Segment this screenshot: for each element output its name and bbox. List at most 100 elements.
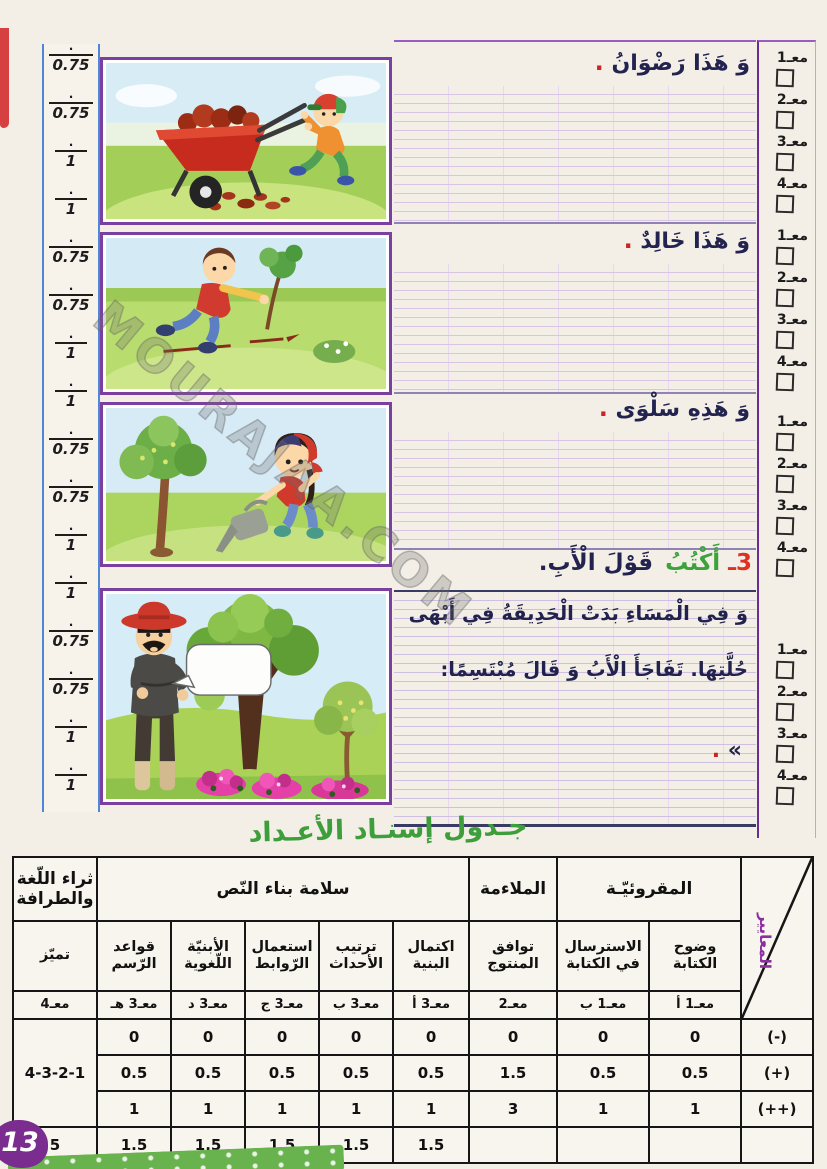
score-fraction: · 1 [44,715,98,764]
score-fraction: · 0.75 [44,667,98,716]
illustration-father-speaking-in-garden [100,588,392,805]
criterion-item: معـ4 [759,176,815,218]
criterion-label: معـ4 [776,354,808,370]
score-cell: 1 [95,1090,173,1128]
row-label: (++) [740,1090,815,1128]
score-cell: 0.5 [95,1054,173,1092]
row-label: (-) [740,1018,815,1056]
section2-heading: وَ هَذَا خَالِدٌ . [623,226,750,254]
criteria-group-4: معـ1 معـ2 معـ3 معـ4 [759,642,815,810]
paragraph-box: وَ فِي الْمَسَاءِ بَدَتْ الْحَدِيقَةُ فِ… [394,590,756,827]
score-cell: 1 [556,1090,651,1128]
criterion-label: معـ2 [776,92,808,108]
exercise3-number: 3ـ [728,550,752,576]
red-period: . [598,394,608,422]
score-cell: 0.5 [318,1054,395,1092]
score-cell: 1 [244,1090,321,1128]
criterion-label: معـ1 [776,228,808,244]
score-cell: 0 [170,1018,247,1056]
group-header-structure: سلامة بناء النّص [95,856,471,922]
criterion-label: معـ2 [776,684,808,700]
score-column: · 0.75 · 0.75 · 1 · 1 · 0.75 · 0.75 · 1 · 1 · 0.7… [42,43,100,812]
score-cell [556,1126,651,1164]
score-cell: 0 [648,1018,743,1056]
criterion-label: معـ3 [776,134,808,150]
criterion-checkbox [775,786,795,806]
score-fraction: · 0.75 [44,427,98,476]
score-fraction: · 1 [44,379,98,428]
illustration-boy-planting-sapling [100,232,392,395]
red-period: . [594,48,604,76]
criterion-checkbox [775,68,795,88]
score-cell: 0 [244,1018,321,1056]
score-fraction: · 1 [44,187,98,236]
section1-heading: وَ هَذَا رَضْوَانُ . [594,48,750,76]
criterion-checkbox [775,330,795,350]
table-row-plus: (+) 0.5 0.5 1.5 0.5 0.5 0.5 0.5 0.5 [13,1054,815,1092]
exercise3-heading: 3ـ أَكْتُبُ قَوْلَ الْأَبِ. [539,550,752,576]
criterion-checkbox [775,372,795,392]
score-fraction: · 1 [44,331,98,380]
score-cell: 3 [468,1090,559,1128]
criterion-label: معـ3 [776,312,808,328]
exercise3-object: قَوْلَ الْأَبِ. [538,550,654,576]
red-period: . [711,738,721,763]
col-header: الأبنيّة اللّغوية [170,920,247,992]
criterion-item: معـ3 [759,312,815,354]
score-cell [468,1126,559,1164]
group-header-readability: المقروئيّـة [556,856,743,922]
col-header: استعمال الرّوابط [244,920,321,992]
col-code: معـ3 هـ [95,990,173,1020]
row-label [740,1126,815,1164]
col-header: تميّز [12,920,98,992]
score-fraction: · 0.75 [44,43,98,92]
criterion-checkbox [775,474,795,494]
score-fraction: · 1 [44,571,98,620]
col-header: توافق المنتوج [468,920,559,992]
col-code: معـ4 [12,990,98,1020]
red-cover-edge [0,28,9,128]
criterion-label: معـ2 [776,456,808,472]
score-fraction: · 0.75 [44,91,98,140]
criterion-item: معـ3 [759,134,815,176]
criterion-item: معـ2 [759,684,815,726]
score-fraction: · 0.75 [44,283,98,332]
criteria-group-2: معـ1 معـ2 معـ3 معـ4 [759,228,815,396]
criterion-checkbox [775,110,795,130]
section3-writing-lines [394,432,756,550]
criterion-item: معـ4 [759,768,815,810]
score-cell: 0.5 [170,1054,247,1092]
criterion-item: معـ4 [759,354,815,396]
criterion-checkbox [775,558,795,578]
score-cell: 1 [318,1090,395,1128]
criteria-group-1: معـ1 معـ2 معـ3 معـ4 [759,50,815,218]
criterion-item: معـ2 [759,270,815,312]
paragraph-line1: وَ فِي الْمَسَاءِ بَدَتْ الْحَدِيقَةُ فِ… [408,602,748,625]
criterion-checkbox [775,194,795,214]
criteria-corner-cell: المعايير [740,856,815,1020]
score-fraction: · 0.75 [44,235,98,284]
criterion-item: معـ1 [759,50,815,92]
group-header-richness: ثراء اللّغة والطرافة [12,856,98,922]
col-code: معـ3 أ [392,990,471,1020]
criterion-label: معـ4 [776,176,808,192]
criterion-checkbox [775,702,795,722]
illustration-boy-pushing-wheelbarrow [100,57,392,225]
col-code: معـ3 ب [318,990,395,1020]
red-period: . [623,226,633,254]
score-cell: 1 [170,1090,247,1128]
criteria-group-3: معـ1 معـ2 معـ3 معـ4 [759,414,815,582]
score-cell: 0.5 [244,1054,321,1092]
criterion-label: معـ4 [776,540,808,556]
exercise3-verb: أَكْتُبُ [665,550,721,576]
col-code: معـ1 ب [556,990,651,1020]
criterion-checkbox [775,744,795,764]
row-label: (+) [740,1054,815,1092]
score-cell: 1 [392,1090,471,1128]
col-header: الاسترسال في الكتابة [556,920,651,992]
table-row-minus: (-) 0 0 0 0 0 0 0 0 4-3-2-1 [12,1018,815,1128]
col-header: قواعد الرّسم [95,920,173,992]
score-cell: 0.5 [392,1054,471,1092]
criterion-item: معـ2 [759,92,815,134]
